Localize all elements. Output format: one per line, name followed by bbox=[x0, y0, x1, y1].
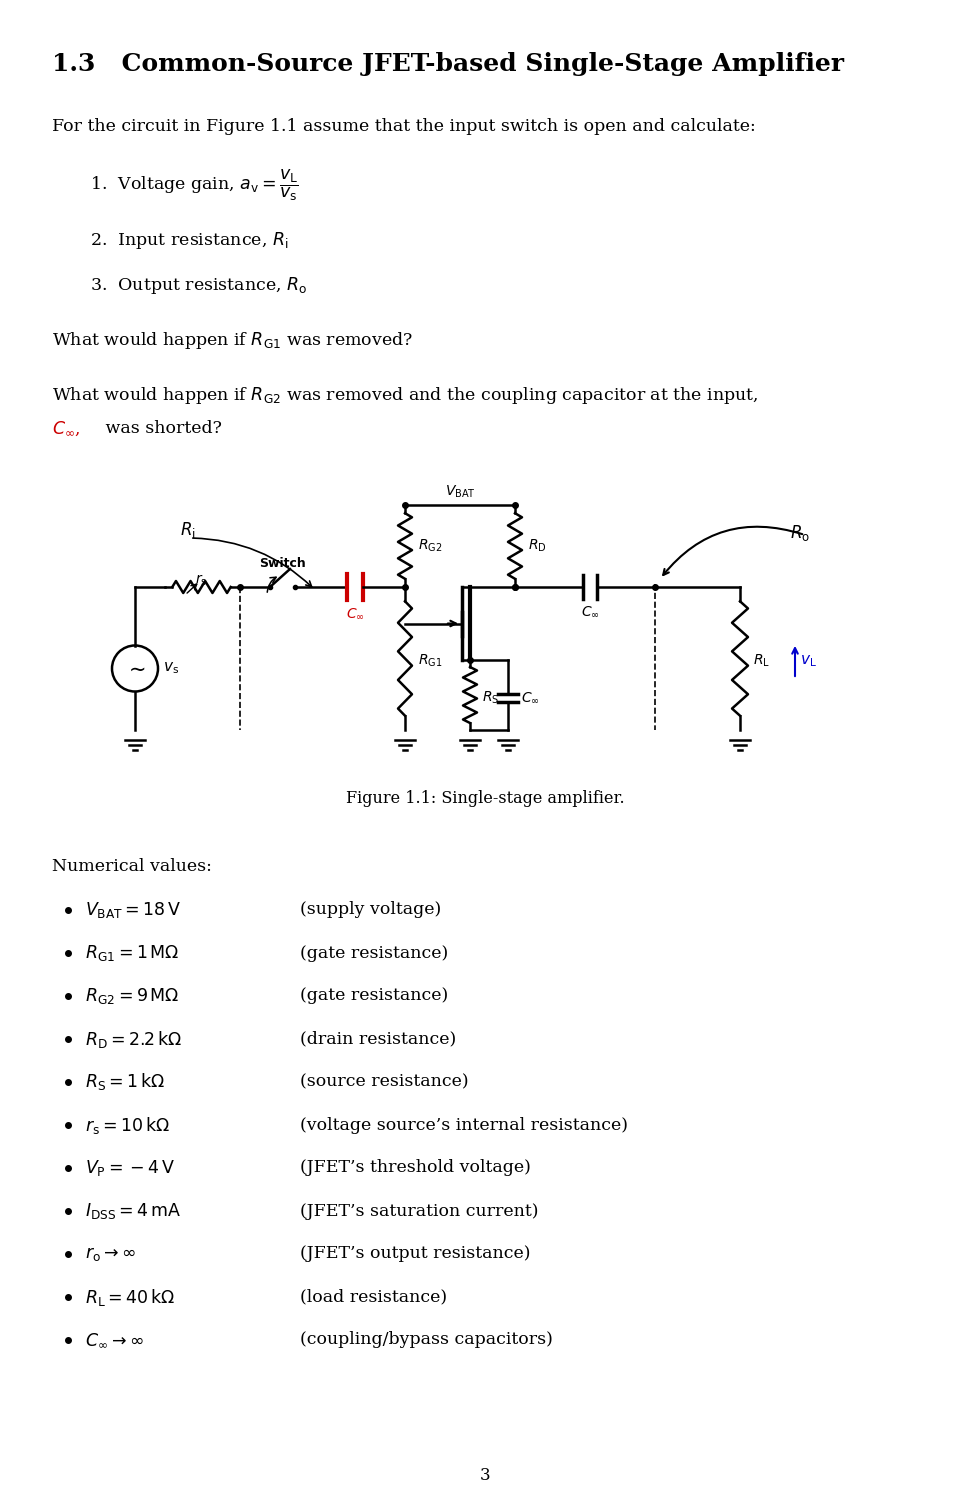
Text: $C_{\infty} \to \infty$: $C_{\infty} \to \infty$ bbox=[85, 1332, 143, 1348]
Text: What would happen if $R_{\mathrm{G1}}$ was removed?: What would happen if $R_{\mathrm{G1}}$ w… bbox=[52, 330, 413, 351]
Text: 3: 3 bbox=[480, 1466, 489, 1484]
Text: $R_{\mathrm{G1}}$: $R_{\mathrm{G1}}$ bbox=[418, 653, 442, 670]
Text: (JFET’s output resistance): (JFET’s output resistance) bbox=[299, 1246, 530, 1262]
Text: $r_{\mathrm{s}}$: $r_{\mathrm{s}}$ bbox=[195, 573, 207, 588]
Text: $R_{\mathrm{S}}$: $R_{\mathrm{S}}$ bbox=[482, 689, 499, 706]
Text: (load resistance): (load resistance) bbox=[299, 1288, 447, 1306]
Text: 1.3   Common-Source JFET-based Single-Stage Amplifier: 1.3 Common-Source JFET-based Single-Stag… bbox=[52, 51, 843, 75]
Text: 2.  Input resistance, $R_{\mathrm{i}}$: 2. Input resistance, $R_{\mathrm{i}}$ bbox=[90, 231, 288, 250]
Text: $C_{\infty}$: $C_{\infty}$ bbox=[580, 605, 599, 620]
Text: Switch: Switch bbox=[260, 556, 306, 570]
Text: (gate resistance): (gate resistance) bbox=[299, 944, 448, 962]
Text: $R_{\mathrm{D}} = 2.2\,\mathrm{k}\Omega$: $R_{\mathrm{D}} = 2.2\,\mathrm{k}\Omega$ bbox=[85, 1028, 182, 1050]
Text: $V_{\mathrm{BAT}} = 18\,\mathrm{V}$: $V_{\mathrm{BAT}} = 18\,\mathrm{V}$ bbox=[85, 900, 181, 920]
Text: (coupling/bypass capacitors): (coupling/bypass capacitors) bbox=[299, 1332, 552, 1348]
Text: $C_{\infty}$: $C_{\infty}$ bbox=[345, 608, 364, 621]
Text: 3.  Output resistance, $R_{\mathrm{o}}$: 3. Output resistance, $R_{\mathrm{o}}$ bbox=[90, 274, 307, 296]
Text: $\boldsymbol{R_{\mathrm{i}}}$: $\boldsymbol{R_{\mathrm{i}}}$ bbox=[180, 520, 196, 540]
Text: For the circuit in Figure 1.1 assume that the input switch is open and calculate: For the circuit in Figure 1.1 assume tha… bbox=[52, 118, 755, 136]
Text: $\sim$: $\sim$ bbox=[124, 659, 145, 679]
Text: $I_{\mathrm{DSS}} = 4\,\mathrm{mA}$: $I_{\mathrm{DSS}} = 4\,\mathrm{mA}$ bbox=[85, 1200, 181, 1221]
Text: (supply voltage): (supply voltage) bbox=[299, 902, 441, 918]
Text: $R_{\mathrm{G2}}$: $R_{\mathrm{G2}}$ bbox=[418, 538, 442, 555]
Text: $C_{\infty}$,: $C_{\infty}$, bbox=[52, 421, 80, 439]
Text: (source resistance): (source resistance) bbox=[299, 1074, 468, 1090]
Text: $R_{\mathrm{G2}} = 9\,\mathrm{M}\Omega$: $R_{\mathrm{G2}} = 9\,\mathrm{M}\Omega$ bbox=[85, 986, 179, 1006]
Text: (gate resistance): (gate resistance) bbox=[299, 988, 448, 1004]
Text: (JFET’s threshold voltage): (JFET’s threshold voltage) bbox=[299, 1160, 530, 1176]
Text: was shorted?: was shorted? bbox=[100, 421, 222, 437]
Text: $R_{\mathrm{G1}} = 1\,\mathrm{M}\Omega$: $R_{\mathrm{G1}} = 1\,\mathrm{M}\Omega$ bbox=[85, 942, 179, 964]
Text: (drain resistance): (drain resistance) bbox=[299, 1030, 455, 1048]
Text: $R_{\mathrm{S}} = 1\,\mathrm{k}\Omega$: $R_{\mathrm{S}} = 1\,\mathrm{k}\Omega$ bbox=[85, 1072, 165, 1092]
Text: $v_{\mathrm{L}}$: $v_{\mathrm{L}}$ bbox=[799, 653, 816, 670]
Text: $r_{\mathrm{o}} \to \infty$: $r_{\mathrm{o}} \to \infty$ bbox=[85, 1246, 136, 1264]
Text: $v_{\mathrm{s}}$: $v_{\mathrm{s}}$ bbox=[163, 661, 179, 677]
Text: $R_{\mathrm{L}}$: $R_{\mathrm{L}}$ bbox=[752, 653, 769, 670]
Text: $V_{\mathrm{BAT}}$: $V_{\mathrm{BAT}}$ bbox=[444, 484, 475, 501]
Text: $r_{\mathrm{s}} = 10\,\mathrm{k}\Omega$: $r_{\mathrm{s}} = 10\,\mathrm{k}\Omega$ bbox=[85, 1114, 170, 1136]
Text: $\boldsymbol{R_{\mathrm{o}}}$: $\boldsymbol{R_{\mathrm{o}}}$ bbox=[789, 523, 809, 543]
Text: Figure 1.1: Single-stage amplifier.: Figure 1.1: Single-stage amplifier. bbox=[345, 790, 624, 807]
Text: 1.  Voltage gain, $a_{\mathrm{v}} = \dfrac{v_{\mathrm{L}}}{v_{\mathrm{s}}}$: 1. Voltage gain, $a_{\mathrm{v}} = \dfra… bbox=[90, 167, 298, 204]
Text: $R_{\mathrm{L}} = 40\,\mathrm{k}\Omega$: $R_{\mathrm{L}} = 40\,\mathrm{k}\Omega$ bbox=[85, 1286, 175, 1307]
Text: Numerical values:: Numerical values: bbox=[52, 858, 211, 875]
Text: $R_{\mathrm{D}}$: $R_{\mathrm{D}}$ bbox=[527, 538, 547, 555]
Text: (voltage source’s internal resistance): (voltage source’s internal resistance) bbox=[299, 1116, 627, 1134]
Text: What would happen if $R_{\mathrm{G2}}$ was removed and the coupling capacitor at: What would happen if $R_{\mathrm{G2}}$ w… bbox=[52, 385, 758, 406]
Text: $C_{\infty}$: $C_{\infty}$ bbox=[520, 691, 539, 704]
Text: (JFET’s saturation current): (JFET’s saturation current) bbox=[299, 1202, 538, 1220]
Text: $V_{\mathrm{P}} = -4\,\mathrm{V}$: $V_{\mathrm{P}} = -4\,\mathrm{V}$ bbox=[85, 1158, 174, 1178]
